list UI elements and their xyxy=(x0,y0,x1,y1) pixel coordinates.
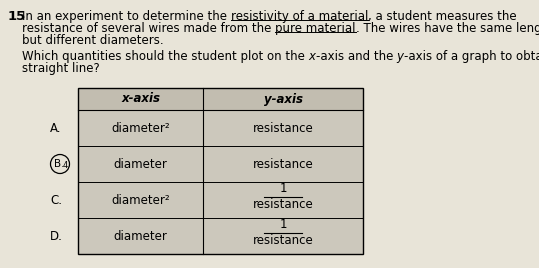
Text: A.: A. xyxy=(50,121,61,135)
Text: x-axis: x-axis xyxy=(121,92,160,106)
Text: diameter²: diameter² xyxy=(111,193,170,207)
Text: 1: 1 xyxy=(279,218,287,230)
Text: 15: 15 xyxy=(8,10,26,23)
Bar xyxy=(78,88,363,254)
Text: In an experiment to determine the: In an experiment to determine the xyxy=(22,10,231,23)
Text: -axis and the: -axis and the xyxy=(316,50,397,63)
Bar xyxy=(78,88,363,110)
Text: , a student measures the: , a student measures the xyxy=(368,10,517,23)
Text: 1: 1 xyxy=(279,181,287,195)
Text: straight line?: straight line? xyxy=(22,62,100,75)
Text: but different diameters.: but different diameters. xyxy=(22,34,164,47)
Text: y-axis: y-axis xyxy=(264,92,302,106)
Text: -axis of a graph to obtain a: -axis of a graph to obtain a xyxy=(404,50,539,63)
Text: resistance: resistance xyxy=(253,233,313,247)
Bar xyxy=(78,88,363,254)
Text: C.: C. xyxy=(50,193,62,207)
Text: x: x xyxy=(309,50,316,63)
Text: D.: D. xyxy=(50,229,63,243)
Text: . The wires have the same length: . The wires have the same length xyxy=(356,22,539,35)
Text: diameter: diameter xyxy=(114,158,168,170)
Text: diameter²: diameter² xyxy=(111,121,170,135)
Text: resistance: resistance xyxy=(253,158,313,170)
Text: Which quantities should the student plot on the: Which quantities should the student plot… xyxy=(22,50,309,63)
Text: pure material: pure material xyxy=(275,22,356,35)
Text: diameter: diameter xyxy=(114,229,168,243)
Text: y: y xyxy=(397,50,404,63)
Text: resistance: resistance xyxy=(253,121,313,135)
Text: B.: B. xyxy=(54,159,64,169)
Text: resistance: resistance xyxy=(253,198,313,210)
Text: resistance of several wires made from the: resistance of several wires made from th… xyxy=(22,22,275,35)
Text: resistivity of a material: resistivity of a material xyxy=(231,10,368,23)
Text: 4: 4 xyxy=(63,162,67,170)
